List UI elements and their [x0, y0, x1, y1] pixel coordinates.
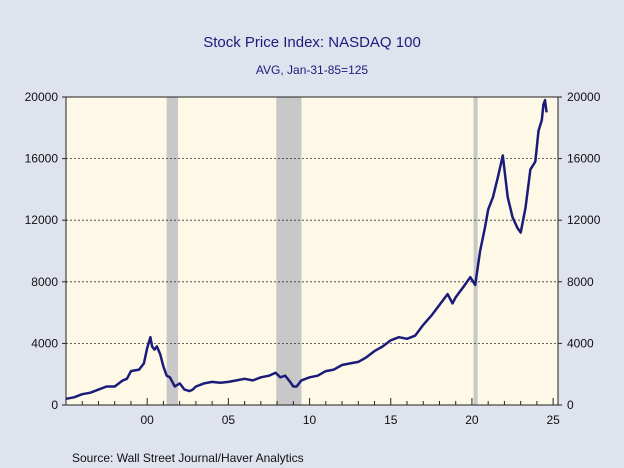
recession-band-3 — [473, 97, 478, 405]
chart-title: Stock Price Index: NASDAQ 100 — [203, 34, 421, 51]
recession-band-2 — [276, 97, 302, 405]
y-tick-label-right: 12000 — [567, 213, 601, 227]
y-tick-label-left: 4000 — [31, 336, 58, 350]
plot-area — [66, 97, 558, 405]
x-tick-label: 00 — [141, 413, 155, 427]
y-tick-label-left: 0 — [51, 398, 58, 412]
source-note: Source: Wall Street Journal/Haver Analyt… — [72, 451, 304, 465]
x-tick-label: 25 — [546, 413, 560, 427]
y-tick-label-left: 20000 — [25, 90, 59, 104]
x-tick-label: 05 — [222, 413, 236, 427]
x-axis: 00 05 10 15 20 25 — [65, 398, 560, 427]
y-tick-label-right: 4000 — [567, 336, 594, 350]
recession-band-1 — [166, 97, 179, 405]
x-tick-label: 20 — [465, 413, 479, 427]
y-tick-label-left: 16000 — [25, 152, 59, 166]
y-tick-label-left: 12000 — [25, 213, 59, 227]
recession-bands — [166, 97, 478, 405]
y-tick-label-right: 20000 — [567, 90, 601, 104]
y-tick-label-right: 8000 — [567, 275, 594, 289]
y-axis-left: 0 4000 8000 12000 16000 20000 — [25, 90, 66, 412]
x-tick-label: 10 — [303, 413, 317, 427]
y-axis-right: 0 4000 8000 12000 16000 20000 — [558, 90, 601, 412]
series-line — [65, 98, 548, 401]
y-tick-label-left: 8000 — [31, 275, 58, 289]
plot-frame — [65, 96, 559, 406]
y-tick-label-right: 16000 — [567, 152, 601, 166]
x-tick-label: 15 — [384, 413, 398, 427]
y-tick-label-right: 0 — [567, 398, 574, 412]
chart-subtitle: AVG, Jan-31-85=125 — [256, 63, 369, 77]
